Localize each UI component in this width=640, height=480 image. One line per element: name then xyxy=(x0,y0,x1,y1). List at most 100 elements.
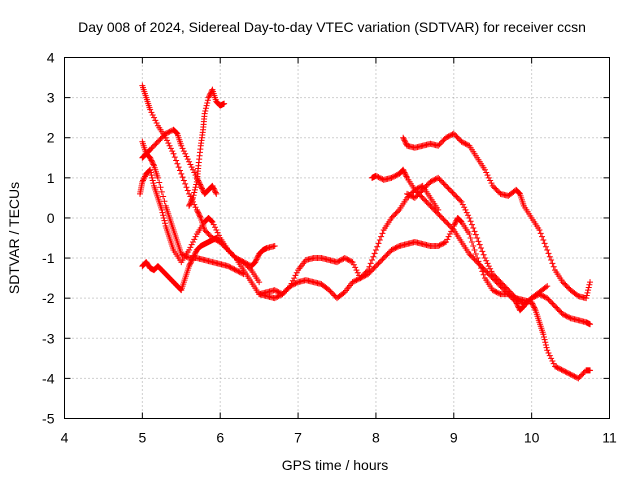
data-point xyxy=(562,368,569,375)
data-point xyxy=(156,179,163,186)
data-point xyxy=(454,134,461,141)
data-point xyxy=(411,194,418,201)
data-point xyxy=(212,188,219,195)
data-point xyxy=(198,184,205,191)
data-point xyxy=(541,293,548,300)
data-point xyxy=(376,237,383,244)
data-point xyxy=(293,269,300,276)
data-point xyxy=(187,260,194,267)
data-point xyxy=(149,158,156,165)
data-point xyxy=(427,178,434,185)
data-point xyxy=(354,276,361,283)
data-point xyxy=(415,184,422,191)
y-tick-label: 4 xyxy=(47,50,55,66)
data-point xyxy=(375,260,382,267)
data-point xyxy=(367,260,374,267)
data-point xyxy=(555,365,562,372)
data-point xyxy=(175,164,182,171)
data-point xyxy=(160,212,167,219)
data-point xyxy=(479,264,486,271)
data-point xyxy=(432,208,439,215)
data-point xyxy=(466,230,473,237)
data-point xyxy=(288,282,295,289)
data-point xyxy=(158,188,165,195)
data-point xyxy=(341,255,348,262)
data-point xyxy=(476,241,483,248)
data-point xyxy=(164,137,171,144)
data-point xyxy=(173,157,180,164)
data-point xyxy=(359,273,366,280)
data-point xyxy=(202,228,209,235)
data-point xyxy=(564,370,571,377)
data-point xyxy=(191,252,198,259)
data-point xyxy=(199,186,206,193)
data-point xyxy=(328,289,335,296)
data-point xyxy=(415,190,422,197)
data-point xyxy=(441,181,448,188)
data-point xyxy=(413,188,420,195)
data-point xyxy=(574,374,581,381)
data-point xyxy=(166,142,173,149)
data-point xyxy=(330,291,337,298)
data-point xyxy=(240,271,247,278)
data-point xyxy=(152,141,159,148)
data-point xyxy=(150,180,157,187)
data-point xyxy=(366,263,373,270)
data-point xyxy=(545,250,552,257)
data-point xyxy=(225,263,231,270)
data-point xyxy=(540,293,547,300)
data-point xyxy=(371,250,378,257)
data-point xyxy=(165,129,172,136)
data-point xyxy=(186,190,193,197)
data-point xyxy=(291,281,298,288)
data-point xyxy=(209,182,216,189)
data-point xyxy=(180,177,187,184)
data-point xyxy=(448,188,455,195)
data-point xyxy=(376,174,383,181)
data-point xyxy=(443,218,449,225)
data-point xyxy=(567,371,574,378)
data-point xyxy=(161,217,168,224)
data-point xyxy=(388,247,395,254)
data-point xyxy=(468,253,475,260)
data-point xyxy=(586,281,593,288)
data-point xyxy=(357,275,364,282)
data-point xyxy=(458,198,465,205)
data-point xyxy=(205,94,212,101)
series-track-4 xyxy=(139,126,220,197)
data-point xyxy=(443,239,449,246)
data-point xyxy=(552,363,558,370)
data-point xyxy=(391,173,398,180)
data-point xyxy=(435,210,442,217)
data-point xyxy=(158,206,165,213)
data-point xyxy=(509,291,516,298)
data-point xyxy=(209,218,216,225)
data-point xyxy=(287,283,294,290)
data-point xyxy=(187,244,194,251)
data-point xyxy=(476,261,483,268)
data-point xyxy=(453,193,460,200)
data-point xyxy=(191,169,198,176)
data-point xyxy=(500,281,507,288)
data-point xyxy=(192,233,199,240)
data-point xyxy=(391,212,398,219)
series-track-5 xyxy=(139,235,278,294)
data-point xyxy=(571,373,578,380)
data-point xyxy=(147,166,154,173)
data-point xyxy=(471,256,478,263)
series-track-1 xyxy=(139,82,442,298)
data-point xyxy=(436,141,443,148)
data-point xyxy=(254,255,261,262)
data-point xyxy=(271,295,278,302)
data-point xyxy=(437,241,444,248)
data-point xyxy=(492,273,499,280)
data-point xyxy=(540,333,547,340)
data-point xyxy=(154,174,161,181)
data-point xyxy=(279,291,286,298)
data-point xyxy=(213,226,220,233)
y-tick-label: -5 xyxy=(42,411,55,427)
data-point xyxy=(393,244,400,251)
data-point xyxy=(440,137,447,144)
data-point xyxy=(457,197,464,204)
data-point xyxy=(436,176,443,183)
